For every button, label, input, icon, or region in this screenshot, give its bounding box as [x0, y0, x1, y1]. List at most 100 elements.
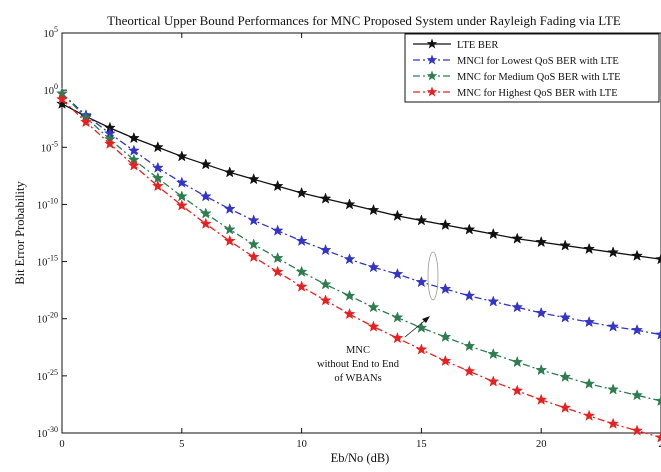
data-point	[415, 343, 428, 355]
data-point	[511, 384, 524, 396]
data-point	[127, 144, 140, 156]
data-point	[463, 223, 476, 235]
data-point	[295, 234, 308, 247]
data-point	[463, 289, 476, 301]
legend-marker	[426, 86, 438, 97]
data-point	[391, 331, 404, 344]
legend-box	[404, 33, 660, 103]
data-point	[247, 214, 260, 226]
data-point	[367, 320, 380, 332]
data-point	[343, 198, 356, 210]
series-layer	[56, 87, 661, 443]
legend-label: MNC for Medium QoS BER with LTE	[457, 72, 621, 83]
data-point	[583, 315, 596, 328]
data-point	[631, 424, 643, 436]
legend-marker	[426, 70, 438, 81]
annotation-line-1: MNC	[346, 345, 370, 356]
data-point	[631, 323, 643, 336]
y-tick-label: 100	[44, 82, 59, 97]
series-line	[61, 93, 661, 402]
data-point	[655, 394, 661, 407]
series-line	[61, 93, 661, 336]
y-tick-label: 10-5	[41, 139, 58, 154]
data-point	[607, 320, 619, 332]
data-point	[343, 307, 356, 320]
data-point	[535, 306, 548, 319]
legend-label: MNC for Highest QoS BER with LTE	[457, 88, 618, 99]
x-axis-label: Eb/No (dB)	[331, 451, 390, 465]
data-point	[271, 179, 284, 192]
data-point	[175, 150, 188, 162]
data-point	[559, 311, 572, 323]
data-point	[631, 249, 643, 261]
data-point	[151, 161, 164, 173]
data-point	[319, 192, 332, 204]
data-point	[415, 321, 428, 333]
data-point	[415, 275, 428, 288]
data-point	[343, 289, 356, 301]
x-tick-label: 20	[536, 439, 547, 450]
data-point	[559, 370, 572, 383]
data-point	[319, 278, 332, 290]
data-point	[199, 158, 212, 170]
data-point	[487, 347, 500, 360]
annotation-arrowhead	[422, 316, 430, 323]
data-point	[583, 409, 596, 421]
x-tick-label: 2	[658, 439, 661, 450]
series-3	[56, 87, 661, 407]
annotation-line-3: of WBANs	[334, 373, 381, 384]
data-point	[151, 141, 164, 153]
data-point	[104, 137, 116, 149]
data-point	[343, 253, 356, 265]
data-point	[391, 267, 404, 280]
data-point	[247, 250, 260, 263]
data-point	[391, 209, 404, 221]
data-point	[223, 202, 236, 215]
data-point	[487, 295, 500, 307]
data-point	[223, 223, 236, 235]
data-point	[439, 218, 452, 231]
data-point	[367, 203, 380, 216]
data-point	[295, 186, 308, 199]
data-point	[80, 115, 92, 128]
y-tick-label: 10-20	[37, 311, 58, 326]
data-point	[56, 97, 68, 109]
y-tick-label: 10-30	[37, 425, 58, 440]
data-point	[223, 166, 236, 178]
data-point	[151, 179, 164, 192]
legend-label: LTE BER	[457, 40, 498, 51]
data-point	[295, 280, 308, 292]
data-point	[439, 330, 452, 343]
x-tick-label: 5	[179, 439, 184, 450]
data-point	[175, 190, 188, 202]
data-point	[535, 235, 548, 248]
data-point	[199, 217, 212, 229]
y-tick-label: 10-15	[37, 254, 58, 269]
series-2	[56, 87, 661, 340]
data-point	[535, 363, 548, 376]
data-point	[175, 176, 188, 188]
data-point	[439, 354, 452, 367]
data-point	[583, 377, 596, 389]
data-point	[127, 159, 140, 171]
annotation-ellipse	[427, 251, 439, 301]
y-tick-label: 10-10	[37, 196, 58, 211]
data-point	[583, 242, 596, 255]
y-tick-label: 10-25	[37, 368, 58, 383]
data-point	[559, 401, 572, 413]
data-point	[655, 253, 661, 265]
data-point	[223, 234, 236, 247]
data-point	[175, 199, 188, 211]
data-point	[271, 251, 284, 264]
data-point	[535, 393, 548, 405]
annotation-line-2: without End to End	[317, 359, 400, 370]
x-tick-label: 0	[59, 439, 64, 450]
data-point	[367, 301, 380, 313]
data-point	[295, 265, 308, 277]
data-point	[607, 417, 619, 429]
x-tick-label: 15	[416, 439, 427, 450]
data-point	[655, 431, 661, 443]
data-point	[487, 227, 500, 240]
